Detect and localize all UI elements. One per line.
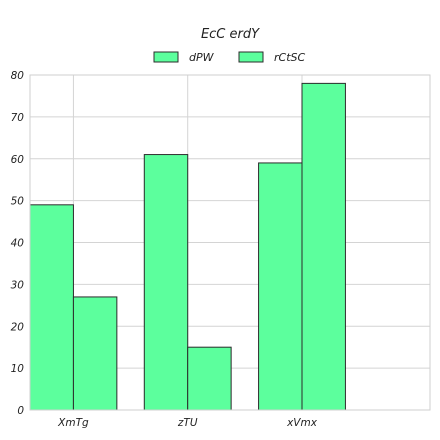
plot-frame bbox=[29, 74, 431, 411]
bar-rCtSC-XmTg bbox=[72, 296, 118, 411]
legend-swatch bbox=[238, 51, 264, 63]
y-tick-label: 10 bbox=[11, 363, 25, 375]
legend-label: rCtSC bbox=[274, 51, 305, 64]
x-tick-label: XmTg bbox=[57, 417, 89, 429]
bars bbox=[29, 82, 346, 411]
y-tick-label: 40 bbox=[11, 238, 25, 250]
bar-rCtSC-zTU bbox=[187, 346, 232, 411]
bar-rCtSC-xVmx bbox=[301, 82, 346, 411]
bar-dPW-zTU bbox=[143, 154, 189, 411]
x-tick-label: xVmx bbox=[286, 417, 318, 429]
legend-swatch bbox=[153, 51, 179, 63]
y-axis-ticks: 0 10 20 30 40 50 60 70 80 bbox=[11, 70, 25, 417]
y-tick-label: 60 bbox=[11, 154, 25, 166]
y-tick-label: 0 bbox=[17, 405, 24, 417]
y-tick-label: 70 bbox=[11, 112, 25, 124]
y-tick-label: 80 bbox=[11, 70, 25, 82]
bar-dPW-XmTg bbox=[29, 204, 74, 411]
x-tick-label: zTU bbox=[177, 417, 198, 429]
bar-dPW-xVmx bbox=[258, 162, 303, 411]
legend: dPW rCtSC bbox=[153, 51, 305, 64]
y-tick-label: 50 bbox=[11, 196, 25, 208]
x-axis-ticks: XmTg zTU xVmx bbox=[57, 417, 318, 429]
y-tick-label: 30 bbox=[11, 279, 25, 291]
y-tick-label: 20 bbox=[11, 321, 25, 333]
legend-label: dPW bbox=[189, 51, 215, 64]
chart-title: EcC erdY bbox=[201, 27, 260, 42]
